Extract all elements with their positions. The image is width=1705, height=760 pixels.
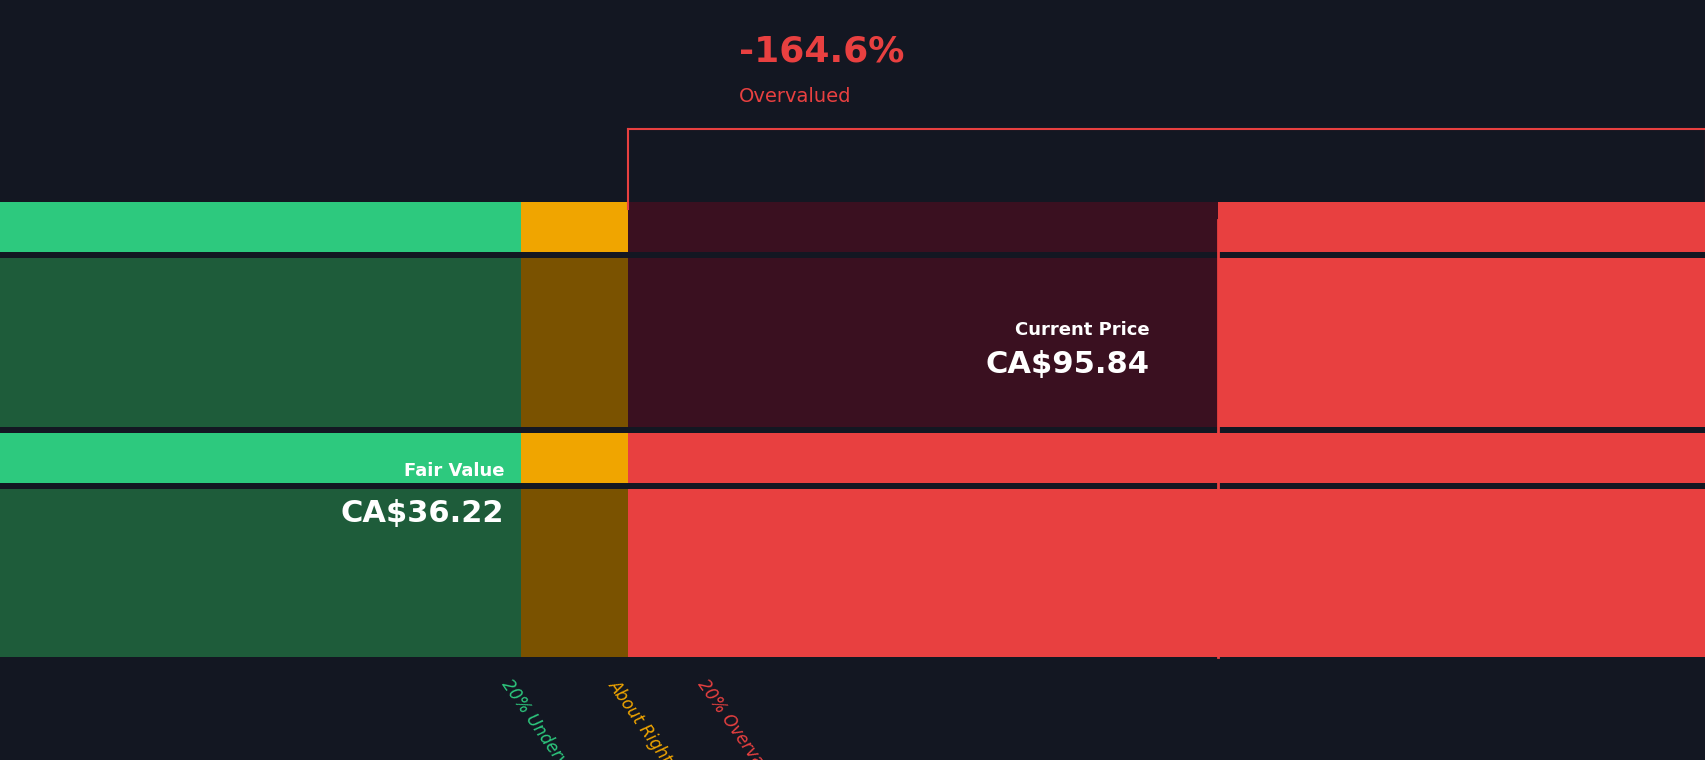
Text: 20% Overvalued: 20% Overvalued <box>692 676 788 760</box>
Bar <box>627 433 1705 483</box>
Text: Overvalued: Overvalued <box>738 87 851 106</box>
Text: CA$36.22: CA$36.22 <box>341 499 505 527</box>
Bar <box>0 489 520 657</box>
Text: 20% Undervalued: 20% Undervalued <box>498 676 597 760</box>
Bar <box>627 258 1705 427</box>
Bar <box>0 258 520 427</box>
Text: About Right: About Right <box>604 676 675 760</box>
Bar <box>520 433 627 483</box>
Bar <box>627 202 1705 252</box>
Text: CA$95.84: CA$95.84 <box>985 350 1149 379</box>
Text: Fair Value: Fair Value <box>404 462 505 480</box>
Bar <box>520 258 627 427</box>
Bar <box>520 202 627 252</box>
Bar <box>627 489 1705 657</box>
Bar <box>627 258 1217 427</box>
Bar <box>627 202 1217 252</box>
Bar <box>0 433 520 483</box>
Text: Current Price: Current Price <box>1014 321 1149 340</box>
Text: -164.6%: -164.6% <box>738 34 904 68</box>
Bar <box>520 489 627 657</box>
Bar <box>0 202 520 252</box>
